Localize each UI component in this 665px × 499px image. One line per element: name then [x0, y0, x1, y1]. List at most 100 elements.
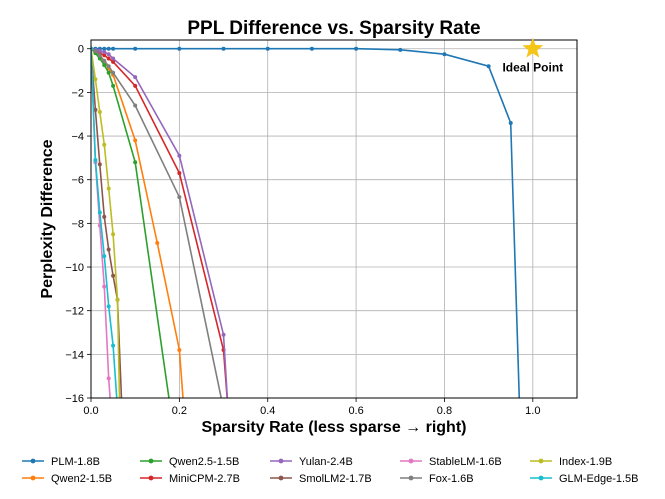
data-point — [221, 46, 226, 51]
legend-item: Qwen2.5-1.5B — [140, 456, 239, 468]
legend-marker — [30, 475, 36, 481]
y-tick-label: −12 — [65, 306, 84, 318]
data-point — [102, 254, 107, 259]
data-point — [177, 46, 182, 51]
data-point — [442, 52, 447, 57]
data-point — [177, 153, 182, 158]
series-line-minicpm-2-7b — [91, 47, 228, 398]
legend-marker — [278, 475, 284, 481]
data-point — [102, 53, 107, 58]
legend-marker — [538, 458, 544, 464]
data-point — [177, 195, 182, 200]
legend-label: Qwen2.5-1.5B — [169, 456, 239, 468]
series-line-yulan-2-4b — [91, 47, 229, 398]
series-line-plm-1-8b — [91, 47, 521, 398]
data-point — [115, 297, 120, 302]
data-point — [111, 343, 116, 348]
data-point — [97, 110, 102, 115]
legend-marker — [538, 475, 544, 481]
legend-marker — [30, 458, 36, 464]
data-point — [111, 70, 116, 75]
x-tick-label: 1.0 — [525, 405, 540, 417]
legend-label: SmolLM2-1.7B — [299, 473, 372, 485]
grid-lines — [90, 40, 577, 399]
axis-ticks: 0.0 0.2 0.4 0.6 0.8 1.0 0 −2 −4 −6 −8 −10 −12 −14 −16 — [65, 44, 540, 417]
legend-label: PLM-1.8B — [51, 456, 100, 468]
data-point — [111, 83, 116, 88]
y-tick-label: −10 — [65, 262, 84, 274]
data-point — [106, 56, 111, 61]
legend-item: StableLM-1.6B — [400, 456, 502, 468]
legend-item: GLM-Edge-1.5B — [530, 473, 638, 485]
legend-item: Index-1.9B — [530, 456, 612, 468]
series-glm-edge-1-5b — [91, 46, 118, 398]
y-tick-label: −4 — [71, 131, 84, 143]
data-point — [102, 63, 107, 68]
data-point — [265, 46, 270, 51]
x-tick-label: 0.8 — [437, 405, 452, 417]
data-point — [102, 50, 107, 55]
legend-marker — [148, 458, 154, 464]
data-point — [102, 142, 107, 147]
x-axis-label: Sparsity Rate (less sparse → right) — [202, 419, 467, 436]
y-tick-label: −8 — [71, 218, 84, 230]
y-tick-label: −2 — [71, 87, 84, 99]
y-axis-label: Perplexity Difference — [39, 139, 56, 298]
x-tick-label: 0.0 — [83, 405, 98, 417]
data-point — [106, 52, 111, 57]
legend-item: Yulan-2.4B — [270, 456, 353, 468]
series-fox-1-6b — [91, 46, 223, 398]
data-point — [106, 70, 111, 75]
data-point — [111, 273, 116, 278]
legend-label: Qwen2-1.5B — [51, 473, 112, 485]
y-tick-label: −6 — [71, 175, 84, 187]
legend-marker — [408, 458, 414, 464]
legend: PLM-1.8B Qwen2-1.5B Qwen2.5-1.5B MiniCPM-2.… — [22, 456, 638, 485]
data-point — [106, 64, 111, 69]
data-point — [508, 120, 513, 125]
legend-label: MiniCPM-2.7B — [169, 473, 240, 485]
x-tick-label: 0.6 — [348, 405, 363, 417]
legend-marker — [278, 458, 284, 464]
series-line-index-1-9b — [91, 48, 121, 398]
data-point — [133, 75, 138, 80]
series-line-qwen2-1-5b — [91, 48, 184, 398]
data-point — [102, 214, 107, 219]
chart-title: PPL Difference vs. Sparsity Rate — [187, 18, 480, 39]
data-point — [106, 304, 111, 309]
data-point — [97, 162, 102, 167]
y-tick-label: 0 — [78, 44, 84, 56]
data-point — [486, 64, 491, 69]
data-point — [102, 58, 107, 63]
data-point — [106, 46, 111, 51]
legend-marker — [408, 475, 414, 481]
legend-item: Qwen2-1.5B — [22, 473, 112, 485]
series-yulan-2-4b — [91, 46, 229, 398]
data-point — [97, 53, 102, 58]
data-point — [133, 138, 138, 143]
y-tick-label: −16 — [65, 393, 84, 405]
data-point — [93, 107, 98, 112]
data-point — [133, 160, 138, 165]
data-point — [155, 241, 160, 246]
data-point — [102, 284, 107, 289]
legend-label: Fox-1.6B — [429, 473, 474, 485]
data-point — [97, 210, 102, 215]
data-point — [133, 83, 138, 88]
data-point — [97, 48, 102, 53]
x-tick-label: 0.4 — [260, 405, 275, 417]
data-point — [93, 48, 98, 53]
legend-marker — [148, 475, 154, 481]
data-point — [93, 77, 98, 82]
data-point — [177, 347, 182, 352]
data-point — [177, 171, 182, 176]
data-point — [133, 46, 138, 51]
data-point — [221, 332, 226, 337]
data-point — [133, 103, 138, 108]
x-tick-label: 0.2 — [172, 405, 187, 417]
legend-label: StableLM-1.6B — [429, 456, 502, 468]
data-point — [309, 46, 314, 51]
series-layer — [91, 46, 521, 398]
legend-item: SmolLM2-1.7B — [270, 473, 372, 485]
